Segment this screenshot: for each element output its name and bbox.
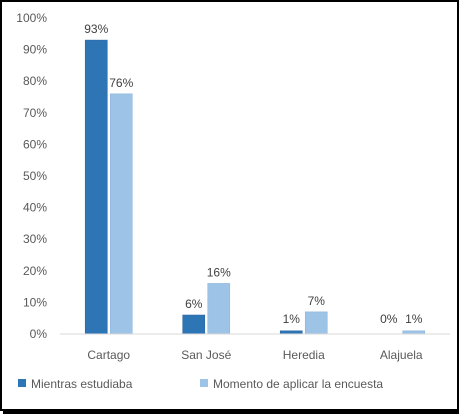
category-label: Heredia	[283, 348, 325, 362]
bar-momento-encuesta	[207, 283, 231, 335]
legend-label: Mientras estudiaba	[31, 377, 133, 391]
bar-mientras-estudiaba	[84, 39, 108, 335]
data-label: 16%	[207, 265, 231, 279]
data-label: 76%	[109, 76, 133, 90]
y-tick-label: 60%	[23, 137, 47, 151]
bar-momento-encuesta	[304, 311, 328, 335]
category-label: San José	[181, 348, 231, 362]
bars	[84, 39, 426, 335]
category-label: Alajuela	[380, 348, 423, 362]
y-tick-label: 10%	[23, 295, 47, 309]
data-labels: 93% 76% 6% 16% 1% 7% 0% 1%	[84, 22, 423, 326]
legend: Mientras estudiaba Momento de aplicar la …	[18, 377, 383, 391]
bar-momento-encuesta	[109, 93, 133, 335]
data-label: 1%	[405, 312, 423, 326]
legend-swatch	[18, 379, 26, 387]
data-label: 93%	[84, 22, 108, 36]
y-tick-label: 30%	[23, 232, 47, 246]
y-tick-label: 20%	[23, 264, 47, 278]
legend-label: Momento de aplicar la encuesta	[213, 377, 383, 391]
bar-chart: 0% 10% 20% 30% 40% 50% 60% 70% 80% 90% 100% 93% 76%…	[16, 11, 450, 391]
x-axis: Cartago San José Heredia Alajuela	[87, 348, 423, 362]
y-axis: 0% 10% 20% 30% 40% 50% 60% 70% 80% 90% 100%	[16, 11, 47, 341]
data-label: 7%	[308, 294, 326, 308]
data-label: 1%	[283, 312, 301, 326]
category-label: Cartago	[87, 348, 130, 362]
y-tick-label: 80%	[23, 74, 47, 88]
y-tick-label: 100%	[16, 11, 47, 25]
y-tick-label: 50%	[23, 169, 47, 183]
y-tick-label: 0%	[30, 327, 48, 341]
legend-swatch	[200, 379, 208, 387]
bar-mientras-estudiaba	[182, 314, 206, 335]
y-tick-label: 70%	[23, 106, 47, 120]
data-label: 6%	[185, 297, 203, 311]
data-label: 0%	[380, 312, 398, 326]
y-tick-label: 90%	[23, 43, 47, 57]
y-tick-label: 40%	[23, 201, 47, 215]
